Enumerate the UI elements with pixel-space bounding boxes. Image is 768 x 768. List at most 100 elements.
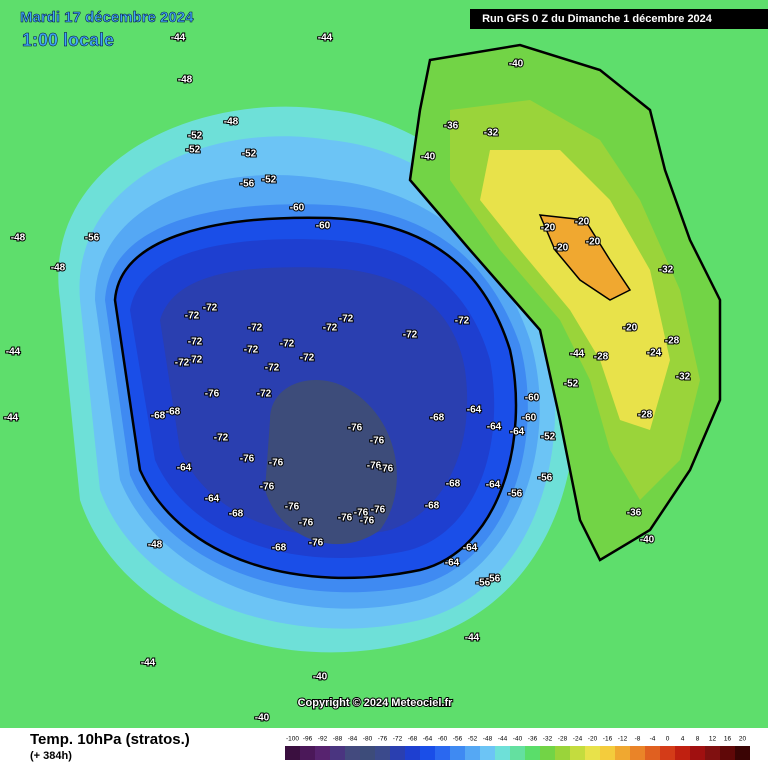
contour-label: -40: [313, 672, 328, 683]
contour-label: -56: [538, 473, 553, 484]
legend-swatch: [540, 746, 555, 760]
contour-label: -44: [171, 33, 186, 44]
legend-tick-label: -4: [650, 736, 656, 743]
contour-label: -44: [141, 658, 156, 669]
legend-tick-label: 12: [709, 736, 717, 743]
legend-tick-label: -40: [513, 736, 523, 743]
contour-label: -72: [185, 311, 200, 322]
legend-tick-label: -16: [603, 736, 613, 743]
contour-label: -56: [486, 574, 501, 585]
layer-76: [265, 380, 397, 545]
contour-label: -20: [554, 243, 569, 254]
contour-label: -60: [522, 413, 537, 424]
contour-label: -40: [421, 152, 436, 163]
contour-label: -48: [148, 540, 163, 551]
copyright: Copyright © 2024 Meteociel.fr: [298, 697, 454, 709]
contour-label: -56: [476, 578, 491, 589]
contour-label: -76: [360, 516, 375, 527]
contour-label: -52: [262, 175, 277, 186]
legend-tick-label: -8: [635, 736, 641, 743]
contour-label: -68: [166, 407, 181, 418]
contour-label: -28: [665, 336, 680, 347]
contour-label: -32: [676, 372, 691, 383]
legend-tick-label: -76: [378, 736, 388, 743]
contour-label: -44: [570, 349, 585, 360]
contour-label: -40: [640, 535, 655, 546]
run-label: Run GFS 0 Z du Dimanche 1 décembre 2024: [482, 13, 713, 25]
legend-tick-label: -64: [423, 736, 433, 743]
contour-label: -56: [240, 179, 255, 190]
contour-label: -20: [575, 217, 590, 228]
legend-tick-label: -56: [453, 736, 463, 743]
contour-label: -72: [175, 358, 190, 369]
contour-label: -64: [487, 422, 502, 433]
contour-label: -72: [323, 323, 338, 334]
contour-label: -24: [647, 348, 662, 359]
legend-swatch: [375, 746, 390, 760]
contour-label: -72: [339, 314, 354, 325]
contour-label: -72: [257, 389, 272, 400]
legend-swatch: [555, 746, 570, 760]
contour-label: -76: [338, 513, 353, 524]
legend-swatch: [690, 746, 705, 760]
legend-swatch: [390, 746, 405, 760]
contour-label: -32: [659, 265, 674, 276]
legend-tick-label: -20: [588, 736, 598, 743]
legend-swatch: [735, 746, 750, 760]
legend-swatch: [645, 746, 660, 760]
legend-tick-label: 0: [666, 736, 670, 743]
contour-label: -76: [370, 436, 385, 447]
contour-label: -64: [445, 558, 460, 569]
contour-label: -36: [444, 121, 459, 132]
run-box: [470, 9, 768, 29]
legend-tick-label: -12: [618, 736, 628, 743]
contour-label: -76: [285, 502, 300, 513]
legend-swatch: [585, 746, 600, 760]
legend-tick-label: 8: [696, 736, 700, 743]
legend-tick-label: -72: [393, 736, 403, 743]
contour-label: -20: [586, 237, 601, 248]
legend-swatch: [405, 746, 420, 760]
contour-label: -52: [564, 379, 579, 390]
legend-tick-label: -52: [468, 736, 478, 743]
legend-swatch: [615, 746, 630, 760]
contour-label: -28: [594, 352, 609, 363]
legend-tick-label: -24: [573, 736, 583, 743]
legend-swatch: [360, 746, 375, 760]
contour-label: -72: [214, 433, 229, 444]
footer-lead: (+ 384h): [30, 750, 72, 762]
contour-label: -72: [188, 355, 203, 366]
legend-swatch: [330, 746, 345, 760]
legend-swatch: [450, 746, 465, 760]
contour-label: -60: [316, 221, 331, 232]
legend-swatch: [495, 746, 510, 760]
date-label: Mardi 17 décembre 2024: [20, 9, 194, 26]
warm-core: [538, 214, 632, 301]
legend-tick-label: 16: [724, 736, 732, 743]
contour-label: -72: [403, 330, 418, 341]
footer-title: Temp. 10hPa (stratos.): [30, 731, 190, 748]
legend-tick-label: -80: [363, 736, 373, 743]
legend-tick-label: -68: [408, 736, 418, 743]
legend-tick-label: -28: [558, 736, 568, 743]
legend-tick-label: -60: [438, 736, 448, 743]
legend-tick-label: -84: [348, 736, 358, 743]
contour-label: -64: [510, 427, 525, 438]
contour-label: -20: [623, 323, 638, 334]
contour-label: -68: [272, 543, 287, 554]
contour-label: -76: [354, 508, 369, 519]
legend-tick-label: -44: [498, 736, 508, 743]
contour-label: -52: [242, 149, 257, 160]
contour-label: -76: [379, 464, 394, 475]
contour-label: -44: [4, 413, 19, 424]
legend-swatch: [720, 746, 735, 760]
contour-label: -76: [260, 482, 275, 493]
contour-label: -76: [205, 389, 220, 400]
legend-swatch: [660, 746, 675, 760]
legend-swatch: [510, 746, 525, 760]
contour-label: -44: [465, 633, 480, 644]
contour-label: -48: [51, 263, 66, 274]
legend-swatch: [435, 746, 450, 760]
legend-swatch: [285, 746, 300, 760]
